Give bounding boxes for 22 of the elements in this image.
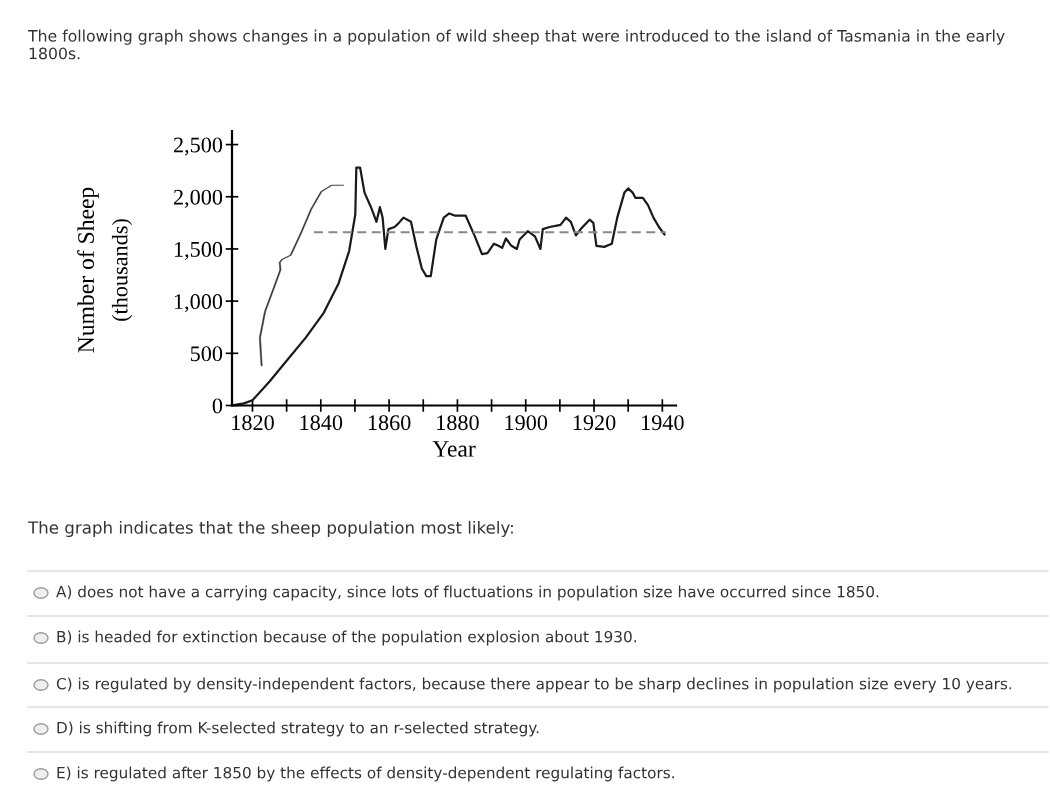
x-axis-title: Year xyxy=(432,441,476,457)
x-tick-label: 1900 xyxy=(505,415,548,431)
y-tick-label: 2,500 xyxy=(173,137,223,156)
x-tick-label: 1920 xyxy=(573,415,616,431)
y-axis-title: Number of Sheep (thousands) xyxy=(77,187,133,353)
chart-title: The following graph shows changes in a population of wild sheep that were introduced to the island of Tasmania in the early 1800s. xyxy=(27,29,1005,60)
y-tick-label: 500 xyxy=(190,346,223,362)
text: The graph indicates that the sheep population most likely: xyxy=(27,520,513,538)
text: C) is regulated by density-independent factors, because there appear to be sharp declines in population size every 10 years. xyxy=(56,677,1012,693)
text: A) does not have a carrying capacity, since lots of fluctuations in population size have occurred since 1850. xyxy=(56,585,879,601)
text: E) is regulated after 1850 by the effects of density-dependent regulating factors. xyxy=(57,766,674,782)
x-tick-label: 1880 xyxy=(437,415,479,431)
text: D) is shifting from K-selected strategy to an r-selected strategy. xyxy=(57,721,539,737)
y-tick-label: 1,500 xyxy=(174,241,223,261)
text: B) is headed for extinction because of the population explosion about 1930. xyxy=(57,630,636,646)
x-tick-label: 1820 xyxy=(232,415,274,431)
x-tick-label: 1860 xyxy=(368,415,411,431)
x-tick-label: 1840 xyxy=(300,415,343,431)
y-tick-label: 0 xyxy=(212,398,223,414)
y-tick-label: 2,000 xyxy=(173,189,223,208)
y-tick-label: 1,000 xyxy=(174,294,223,313)
x-tick-label: 1940 xyxy=(642,415,684,431)
